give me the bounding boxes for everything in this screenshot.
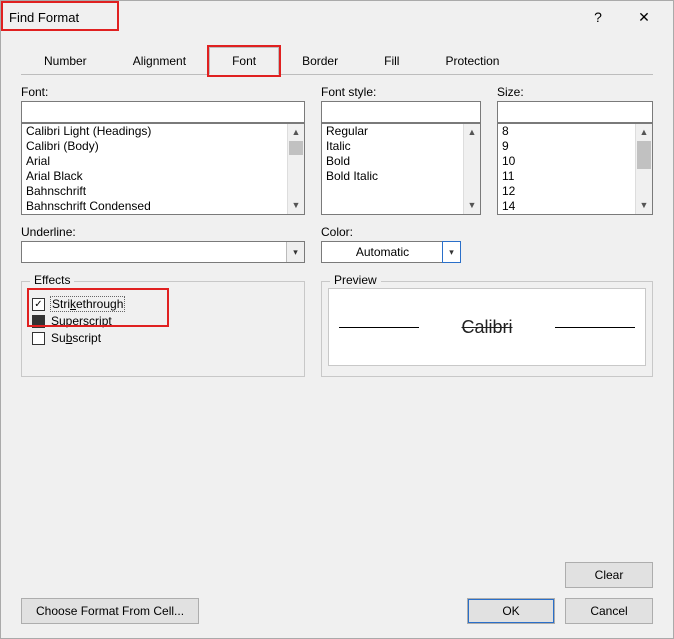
chevron-down-icon[interactable]: ▾: [442, 241, 461, 263]
size-option[interactable]: 8: [498, 124, 652, 139]
style-scrollbar[interactable]: ▲ ▼: [463, 124, 480, 214]
size-option[interactable]: 14: [498, 199, 652, 214]
titlebar: Find Format ? ✕: [1, 1, 673, 33]
chevron-down-icon[interactable]: ▾: [286, 242, 304, 262]
size-option[interactable]: 10: [498, 154, 652, 169]
style-input[interactable]: [321, 101, 481, 123]
underline-combo[interactable]: ▾: [21, 241, 305, 263]
style-listbox[interactable]: Regular Italic Bold Bold Italic ▲ ▼: [321, 123, 481, 215]
color-label: Color:: [321, 225, 653, 239]
preview-box: Calibri: [328, 288, 646, 366]
effects-group: Effects ✓ Strikethrough Superscript Subs…: [21, 281, 305, 377]
style-option[interactable]: Italic: [322, 139, 480, 154]
color-value: Automatic: [322, 245, 443, 259]
scroll-down-icon[interactable]: ▼: [288, 197, 304, 214]
strikethrough-label: Strikethrough: [51, 297, 124, 311]
checkbox-icon: ✓: [32, 298, 45, 311]
clear-button[interactable]: Clear: [565, 562, 653, 588]
scroll-up-icon[interactable]: ▲: [288, 124, 304, 141]
effects-legend: Effects: [30, 273, 74, 287]
tab-border[interactable]: Border: [279, 47, 361, 75]
preview-text: Calibri: [461, 317, 512, 338]
font-option[interactable]: Bahnschrift Condensed: [22, 199, 304, 214]
font-option[interactable]: Bahnschrift: [22, 184, 304, 199]
superscript-label: Superscript: [51, 314, 112, 328]
color-combo[interactable]: Automatic ▾: [321, 241, 461, 263]
tab-strip: Number Alignment Font Border Fill Protec…: [21, 47, 653, 75]
preview-legend: Preview: [330, 273, 381, 287]
preview-underline-left: [339, 327, 419, 328]
close-button[interactable]: ✕: [621, 9, 667, 26]
font-option[interactable]: Arial Black: [22, 169, 304, 184]
find-format-dialog: Find Format ? ✕ Number Alignment Font Bo…: [0, 0, 674, 639]
size-label: Size:: [497, 85, 653, 99]
size-option[interactable]: 12: [498, 184, 652, 199]
tab-font[interactable]: Font: [209, 47, 279, 75]
tab-content: Font: Calibri Light (Headings) Calibri (…: [1, 75, 673, 562]
choose-format-button[interactable]: Choose Format From Cell...: [21, 598, 199, 624]
style-option[interactable]: Regular: [322, 124, 480, 139]
font-label: Font:: [21, 85, 305, 99]
dialog-footer: Choose Format From Cell... OK Cancel: [1, 588, 673, 638]
strikethrough-checkbox[interactable]: ✓ Strikethrough: [32, 297, 294, 311]
scroll-thumb[interactable]: [637, 141, 651, 169]
scroll-up-icon[interactable]: ▲: [636, 124, 652, 141]
style-option[interactable]: Bold Italic: [322, 169, 480, 184]
checkbox-icon: [32, 315, 45, 328]
subscript-checkbox[interactable]: Subscript: [32, 331, 294, 345]
scroll-thumb[interactable]: [289, 141, 303, 155]
preview-underline-right: [555, 327, 635, 328]
cancel-button[interactable]: Cancel: [565, 598, 653, 624]
subscript-label: Subscript: [51, 331, 101, 345]
size-scrollbar[interactable]: ▲ ▼: [635, 124, 652, 214]
size-listbox[interactable]: 8 9 10 11 12 14 ▲ ▼: [497, 123, 653, 215]
font-listbox[interactable]: Calibri Light (Headings) Calibri (Body) …: [21, 123, 305, 215]
font-scrollbar[interactable]: ▲ ▼: [287, 124, 304, 214]
style-option[interactable]: Bold: [322, 154, 480, 169]
preview-group: Preview Calibri: [321, 281, 653, 377]
tab-fill[interactable]: Fill: [361, 47, 422, 75]
font-option[interactable]: Arial: [22, 154, 304, 169]
ok-button[interactable]: OK: [467, 598, 555, 624]
checkbox-icon: [32, 332, 45, 345]
scroll-down-icon[interactable]: ▼: [464, 197, 480, 214]
size-option[interactable]: 11: [498, 169, 652, 184]
tab-number[interactable]: Number: [21, 47, 110, 75]
size-option[interactable]: 9: [498, 139, 652, 154]
scroll-up-icon[interactable]: ▲: [464, 124, 480, 141]
dialog-title: Find Format: [9, 10, 575, 25]
underline-label: Underline:: [21, 225, 305, 239]
superscript-checkbox[interactable]: Superscript: [32, 314, 294, 328]
help-button[interactable]: ?: [575, 9, 621, 25]
font-input[interactable]: [21, 101, 305, 123]
size-input[interactable]: [497, 101, 653, 123]
scroll-down-icon[interactable]: ▼: [636, 197, 652, 214]
style-label: Font style:: [321, 85, 481, 99]
tab-alignment[interactable]: Alignment: [110, 47, 209, 75]
tab-protection[interactable]: Protection: [422, 47, 522, 75]
font-option[interactable]: Calibri (Body): [22, 139, 304, 154]
font-option[interactable]: Calibri Light (Headings): [22, 124, 304, 139]
